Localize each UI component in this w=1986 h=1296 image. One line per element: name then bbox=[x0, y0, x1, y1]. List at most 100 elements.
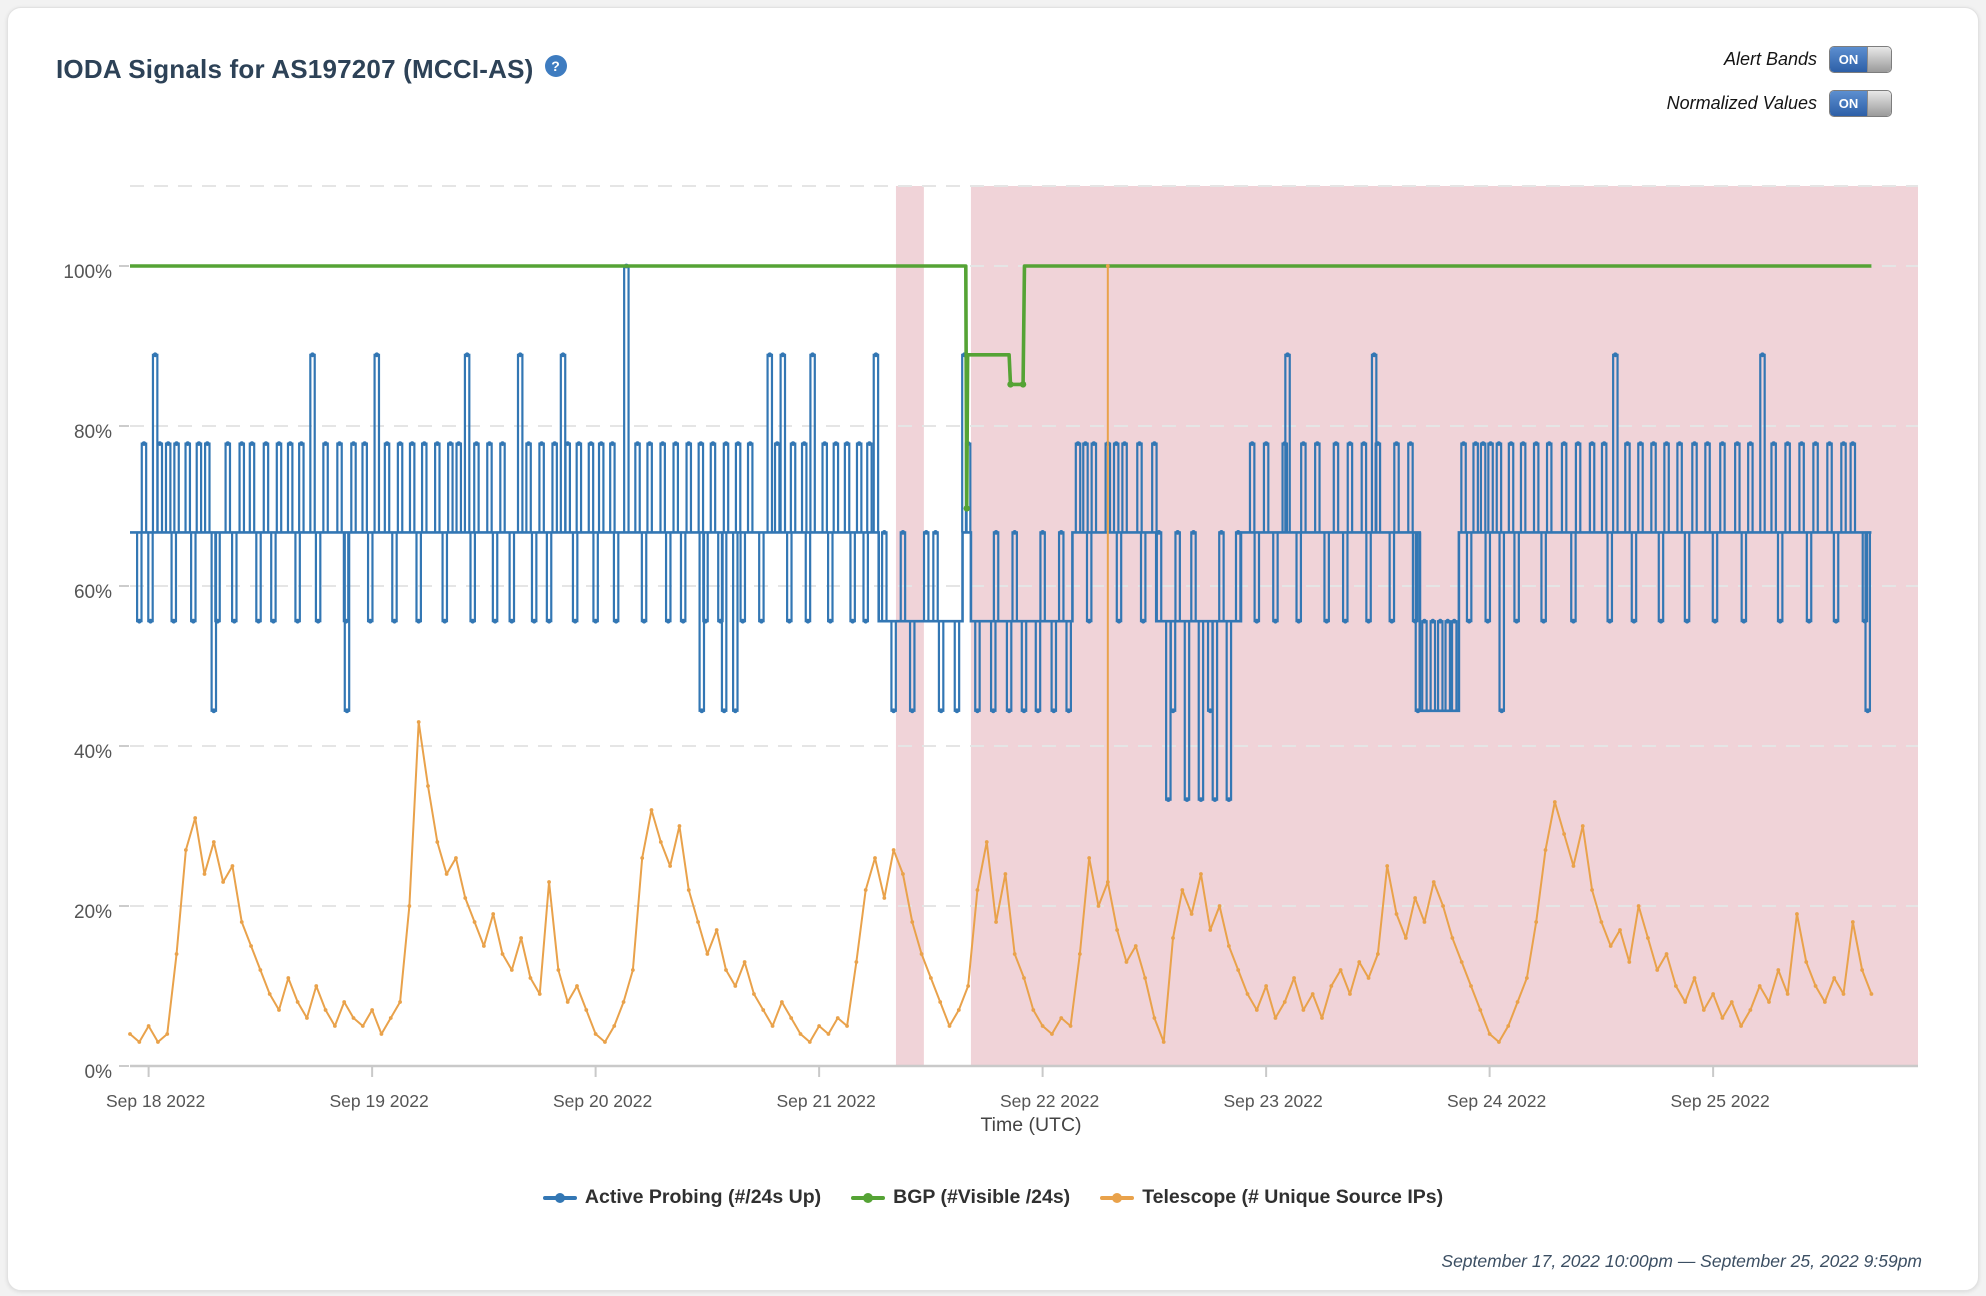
active-probing-spike bbox=[434, 442, 441, 533]
x-tick-label: Sep 18 2022 bbox=[105, 1091, 206, 1111]
active-probing-marker bbox=[434, 441, 440, 446]
telescope-marker bbox=[1627, 960, 1632, 964]
active-probing-marker bbox=[721, 708, 727, 714]
active-probing-marker bbox=[673, 441, 679, 446]
active-probing-marker bbox=[699, 708, 705, 714]
telescope-marker bbox=[398, 1000, 402, 1004]
telescope-marker bbox=[1618, 928, 1622, 932]
active-probing-spike bbox=[634, 442, 641, 533]
telescope-marker bbox=[1757, 984, 1762, 988]
telescope-marker bbox=[537, 992, 542, 996]
active-probing-marker bbox=[900, 530, 906, 535]
active-probing-spike bbox=[832, 442, 840, 533]
telescope-marker bbox=[1320, 1016, 1324, 1020]
legend-item[interactable]: Telescope (# Unique Source IPs) bbox=[1100, 1186, 1443, 1209]
telescope-marker bbox=[1469, 984, 1473, 988]
telescope-marker bbox=[1366, 976, 1371, 980]
telescope-marker bbox=[630, 968, 635, 972]
telescope-marker bbox=[509, 968, 514, 972]
telescope-marker bbox=[966, 984, 971, 988]
active-probing-marker bbox=[1607, 618, 1613, 624]
telescope-marker bbox=[1105, 880, 1110, 884]
telescope-marker bbox=[1497, 1040, 1501, 1044]
telescope-marker bbox=[1860, 968, 1865, 972]
active-probing-marker bbox=[1612, 352, 1618, 358]
telescope-marker bbox=[1050, 1032, 1054, 1036]
telescope-marker bbox=[910, 920, 915, 924]
active-probing-marker bbox=[1541, 618, 1547, 624]
active-probing-marker bbox=[1086, 618, 1092, 624]
active-probing-marker bbox=[442, 618, 448, 624]
active-probing-spike bbox=[881, 531, 888, 622]
telescope-marker bbox=[286, 976, 291, 980]
telescope-marker bbox=[388, 1016, 393, 1020]
active-probing-marker bbox=[1514, 618, 1520, 624]
chart-card: IODA Signals for AS197207 (MCCI-AS) ? Al… bbox=[7, 7, 1979, 1291]
active-probing-spike bbox=[732, 532, 739, 712]
active-probing-marker bbox=[351, 441, 356, 446]
telescope-marker bbox=[258, 968, 263, 972]
help-icon[interactable]: ? bbox=[544, 54, 567, 77]
alert-bands-switch[interactable]: ON bbox=[1829, 45, 1892, 73]
telescope-marker bbox=[807, 1040, 812, 1044]
active-probing-spike bbox=[408, 442, 416, 533]
telescope-marker bbox=[249, 944, 253, 948]
telescope-marker bbox=[1059, 1016, 1064, 1020]
active-probing-marker bbox=[844, 441, 850, 446]
active-probing-marker bbox=[500, 441, 505, 446]
active-probing-marker bbox=[1273, 618, 1278, 624]
telescope-marker bbox=[1385, 864, 1390, 868]
x-tick-label: Sep 23 2022 bbox=[1223, 1091, 1323, 1111]
normalized-values-switch[interactable]: ON bbox=[1829, 89, 1892, 117]
active-probing-spike bbox=[575, 442, 583, 533]
telescope-marker bbox=[1599, 920, 1604, 924]
active-probing-spike bbox=[214, 532, 221, 623]
active-probing-spike bbox=[314, 532, 322, 623]
active-probing-spike bbox=[809, 353, 816, 533]
telescope-marker bbox=[1729, 1000, 1734, 1004]
telescope-marker bbox=[156, 1040, 160, 1044]
active-probing-marker bbox=[263, 441, 269, 446]
telescope-marker bbox=[1031, 1008, 1036, 1012]
telescope-marker bbox=[295, 1000, 300, 1004]
active-probing-marker bbox=[310, 352, 315, 358]
x-tick-label: Sep 22 2022 bbox=[999, 1091, 1100, 1111]
active-probing-marker bbox=[1394, 441, 1399, 446]
telescope-marker bbox=[947, 1024, 952, 1028]
active-probing-marker bbox=[174, 441, 179, 446]
telescope-marker bbox=[1254, 1008, 1259, 1012]
telescope-marker bbox=[1171, 936, 1175, 940]
normalized-values-switch-knob[interactable] bbox=[1867, 90, 1891, 116]
active-probing-spike bbox=[722, 442, 730, 533]
active-probing-marker bbox=[1651, 441, 1656, 446]
telescope-marker bbox=[351, 1016, 356, 1020]
active-probing-spike bbox=[779, 353, 787, 533]
legend-item[interactable]: BGP (#Visible /24s) bbox=[851, 1186, 1070, 1209]
active-probing-marker bbox=[1371, 352, 1377, 358]
active-probing-marker bbox=[409, 441, 415, 446]
legend-item[interactable]: Active Probing (#/24s Up) bbox=[542, 1186, 821, 1209]
y-tick-label: 60% bbox=[73, 582, 112, 603]
active-probing-marker bbox=[780, 352, 786, 358]
telescope-marker bbox=[1785, 992, 1790, 996]
active-probing-spike bbox=[773, 442, 781, 533]
active-probing-marker bbox=[362, 441, 368, 446]
alert-bands-switch-state: ON bbox=[1830, 46, 1867, 72]
active-probing-marker bbox=[1361, 441, 1367, 446]
active-probing-marker bbox=[384, 441, 390, 446]
telescope-marker bbox=[1087, 856, 1092, 860]
active-probing-marker bbox=[509, 618, 515, 624]
telescope-marker bbox=[342, 1000, 347, 1004]
telescope-marker bbox=[1208, 928, 1213, 932]
telescope-marker bbox=[1832, 976, 1837, 980]
alert-bands-switch-knob[interactable] bbox=[1867, 46, 1891, 72]
telescope-marker bbox=[938, 1000, 943, 1004]
active-probing-marker bbox=[1461, 441, 1466, 446]
active-probing-marker bbox=[204, 441, 210, 446]
active-probing-marker bbox=[1075, 441, 1081, 446]
telescope-marker bbox=[565, 1000, 570, 1004]
telescope-marker bbox=[994, 920, 998, 924]
telescope-marker bbox=[621, 1000, 626, 1004]
telescope-marker bbox=[1161, 1040, 1166, 1044]
telescope-marker bbox=[779, 1000, 784, 1004]
